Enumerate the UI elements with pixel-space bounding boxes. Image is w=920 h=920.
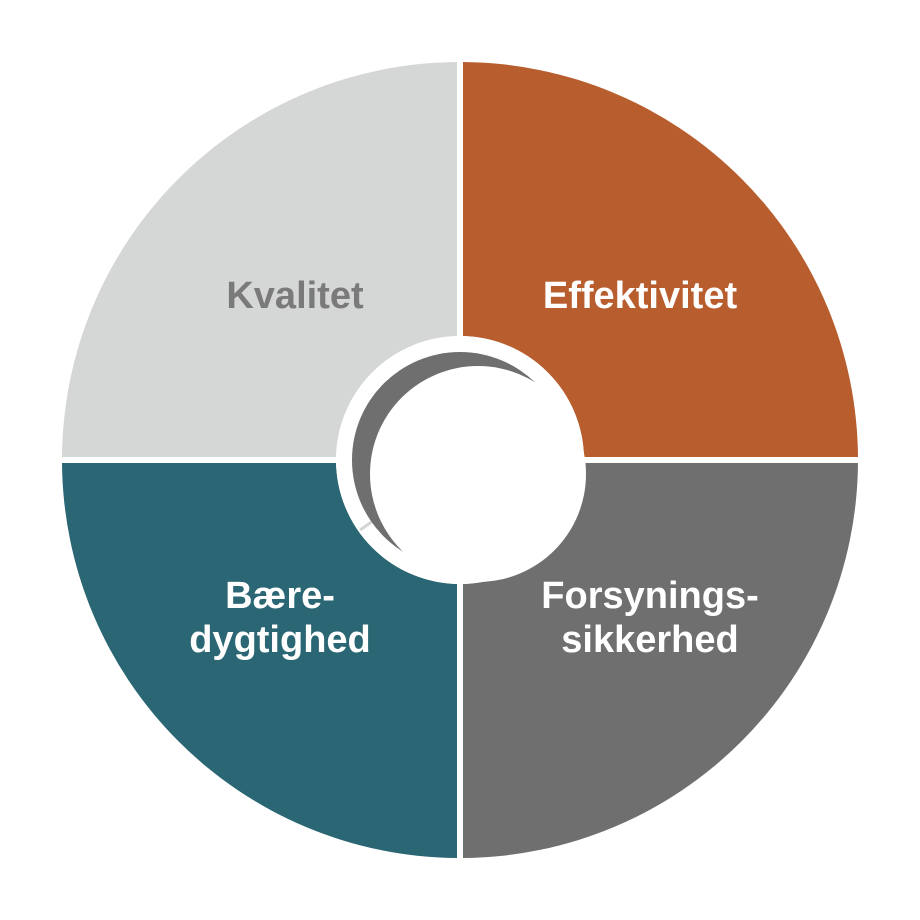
segment-label-effektivitet: Effektivitet [543,275,738,317]
segment-label-kvalitet: Kvalitet [226,275,364,317]
segment-label-effektivitet-line-0: Effektivitet [543,275,738,317]
segment-label-forsyningssikkerhed-line-0: Forsynings- [541,575,758,617]
segment-label-kvalitet-line-0: Kvalitet [226,275,364,317]
segment-label-forsyningssikkerhed-line-1: sikkerhed [561,619,738,661]
quadrant-donut-diagram: Kvalitet Effektivitet Bære-dygtighed Forsyn… [0,0,920,920]
hub-center [378,378,542,542]
segment-label-baeredygtighed-line-1: dygtighed [189,619,371,661]
segment-label-baeredygtighed-line-0: Bære- [225,575,335,617]
